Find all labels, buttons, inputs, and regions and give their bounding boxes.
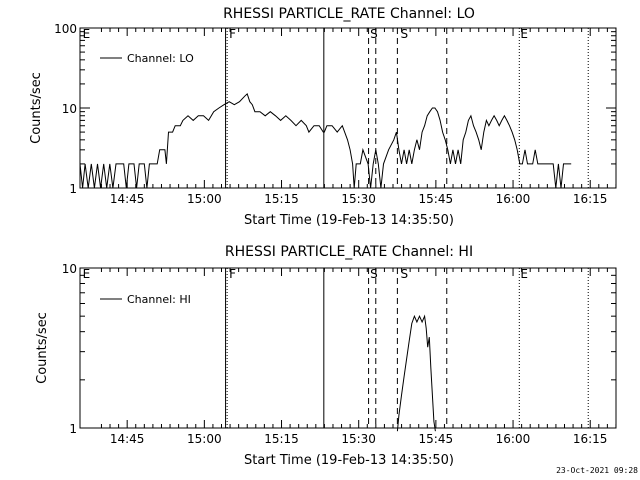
chart-lo: RHESSI PARTICLE_RATE Channel: LO Start T…: [29, 6, 617, 228]
chart-lo-frame: [79, 27, 617, 189]
chart-hi-ytick-label: 1: [69, 422, 77, 436]
chart-lo-xlabel: Start Time (19-Feb-13 14:35:50): [244, 213, 454, 228]
chart-hi-xtick-label: 16:15: [573, 432, 608, 446]
chart-lo-xtick-label: 15:15: [264, 192, 299, 206]
chart-hi-xtick-label: 14:45: [110, 432, 145, 446]
chart-lo-ytick-label: 1: [69, 182, 77, 196]
chart-lo-marker-letter: S: [400, 27, 408, 41]
chart-hi-legend-label: Channel: HI: [127, 293, 191, 306]
chart-hi-xtick-label: 16:00: [496, 432, 531, 446]
chart-lo-xtick-label: 15:45: [419, 192, 454, 206]
chart-hi: RHESSI PARTICLE_RATE Channel: HI Start T…: [35, 244, 617, 468]
chart-lo-marker-letter: E: [520, 27, 528, 41]
chart-hi-marker-letter: F: [229, 267, 236, 281]
chart-hi-series-line: [396, 314, 436, 432]
chart-hi-title: RHESSI PARTICLE_RATE Channel: HI: [225, 244, 473, 260]
chart-lo-legend-label: Channel: LO: [127, 52, 194, 65]
chart-lo-marker-letter: S: [370, 27, 378, 41]
chart-hi-frame: [79, 267, 617, 429]
chart-lo-ticks: 14:45 15:00 15:15 15:30 15:45 16:00 16:15 1 10 10…: [54, 22, 617, 206]
chart-hi-marker-letter: S: [400, 267, 408, 281]
chart-hi-xtick-label: 15:15: [264, 432, 299, 446]
chart-lo-ytick-label: 10: [62, 102, 77, 116]
chart-lo-xtick-label: 15:00: [187, 192, 222, 206]
chart-lo-xtick-label: 15:30: [341, 192, 376, 206]
chart-lo-xtick-label: 16:00: [496, 192, 531, 206]
chart-lo-ytick-label: 100: [54, 22, 77, 36]
chart-hi-marker-letter: E: [520, 267, 528, 281]
chart-lo-ylabel: Counts/sec: [29, 72, 44, 144]
footer-timestamp: 23-Oct-2021 09:28: [556, 466, 638, 475]
chart-hi-xtick-label: 15:00: [187, 432, 222, 446]
chart-hi-marker-letter: S: [370, 267, 378, 281]
chart-hi-ytick-label: 10: [62, 262, 77, 276]
chart-hi-marker-letter: E: [83, 267, 91, 281]
chart-hi-ticks: 14:45 15:00 15:15 15:30 15:45 16:00 16:15 1 10: [62, 262, 617, 446]
chart-hi-xtick-label: 15:45: [419, 432, 454, 446]
chart-hi-xtick-label: 15:30: [341, 432, 376, 446]
chart-lo-marker-letter: E: [83, 27, 91, 41]
chart-hi-legend: Channel: HI: [100, 293, 191, 306]
chart-lo-series-line: [79, 93, 572, 189]
chart-hi-ylabel: Counts/sec: [35, 312, 50, 384]
chart-hi-xlabel: Start Time (19-Feb-13 14:35:50): [244, 453, 454, 468]
chart-lo-title: RHESSI PARTICLE_RATE Channel: LO: [223, 6, 475, 22]
chart-lo-xtick-label: 14:45: [110, 192, 145, 206]
chart-lo-xtick-label: 16:15: [573, 192, 608, 206]
chart-lo-legend: Channel: LO: [100, 52, 194, 65]
chart-lo-marker-letter: F: [229, 27, 236, 41]
